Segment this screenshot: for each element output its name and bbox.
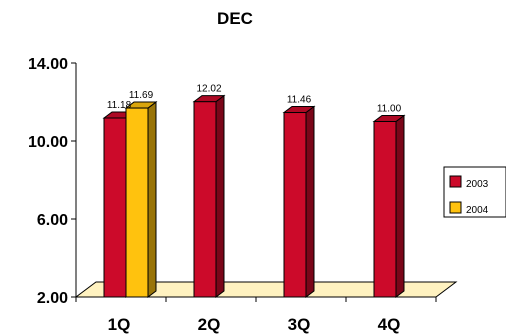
bar-top <box>372 115 406 122</box>
bars <box>102 94 406 298</box>
bar-side <box>215 94 225 298</box>
legend-swatch <box>449 201 462 214</box>
bar-2003-3Q <box>282 105 316 298</box>
legend-frame <box>443 166 506 218</box>
y-tick-label: 2.00 <box>37 290 68 307</box>
bar-front <box>283 112 307 298</box>
data-label: 11.00 <box>377 104 402 115</box>
bar-top <box>124 101 158 109</box>
bar-front <box>103 117 127 298</box>
bar-2003-4Q <box>372 114 406 298</box>
x-tick-label: 3Q <box>288 315 311 334</box>
y-tick-label: 10.00 <box>28 134 68 151</box>
legend: 2003 2004 <box>443 166 506 218</box>
y-tick-labels: 2.00 6.00 10.00 14.00 <box>28 56 68 307</box>
x-tick-labels: 1Q 2Q 3Q 4Q <box>108 315 401 334</box>
x-tick-label: 1Q <box>108 315 131 334</box>
bar-front <box>373 121 397 298</box>
bar-side <box>395 114 405 298</box>
data-label: 11.18 <box>107 100 132 111</box>
x-tick-label: 4Q <box>378 315 401 334</box>
data-label: 12.02 <box>196 84 221 95</box>
chart-title: DEC <box>217 9 253 28</box>
bar-front <box>193 101 217 298</box>
legend-label: 2003 <box>466 179 489 190</box>
legend-label: 2004 <box>466 205 489 216</box>
legend-swatch <box>449 175 462 188</box>
bar-side <box>147 101 157 298</box>
y-tick-label: 14.00 <box>28 56 68 73</box>
bar-top <box>192 95 226 103</box>
bar-2004-1Q <box>124 101 158 298</box>
bar-2003-2Q <box>192 94 226 298</box>
bar-side <box>305 105 315 298</box>
bar-top <box>282 106 316 114</box>
data-label: 11.46 <box>287 95 312 106</box>
data-label: 11.69 <box>129 90 154 101</box>
y-tick-label: 6.00 <box>37 212 68 229</box>
x-tick-label: 2Q <box>198 315 221 334</box>
bar-front <box>125 107 149 298</box>
